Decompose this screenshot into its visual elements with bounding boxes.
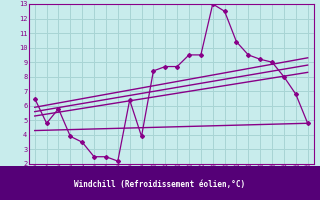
Text: Windchill (Refroidissement éolien,°C): Windchill (Refroidissement éolien,°C): [75, 180, 245, 189]
